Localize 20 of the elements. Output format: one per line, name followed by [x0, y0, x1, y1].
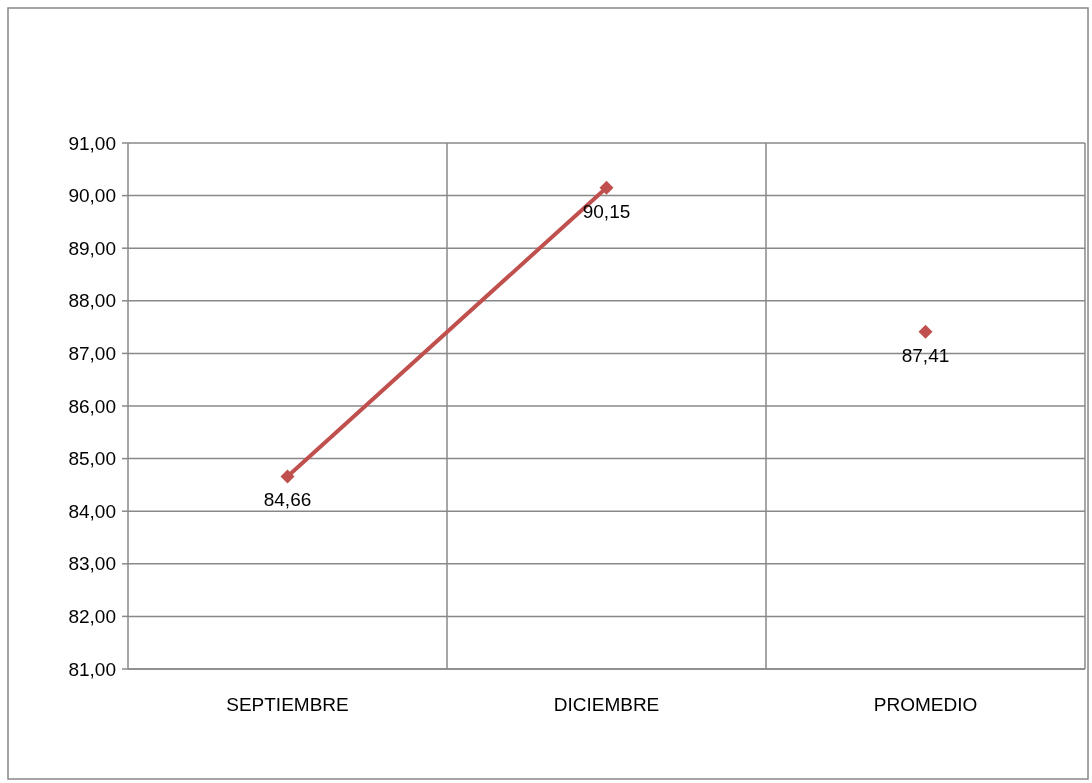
- y-tick-label: 91,00: [68, 132, 116, 154]
- y-tick-label: 83,00: [68, 553, 116, 575]
- y-tick-label: 87,00: [68, 343, 116, 365]
- y-tick-label: 90,00: [68, 185, 116, 207]
- x-tick-label: PROMEDIO: [873, 694, 978, 715]
- y-tick-label: 86,00: [68, 395, 116, 417]
- data-label: 84,66: [263, 489, 312, 511]
- y-tick-label: 88,00: [68, 290, 116, 312]
- y-tick-label: 85,00: [68, 448, 116, 470]
- point: [599, 180, 614, 195]
- x-tick-label: SEPTIEMBRE: [226, 694, 349, 715]
- y-tick-label: 82,00: [68, 606, 116, 628]
- y-tick-label: 81,00: [68, 658, 116, 680]
- point: [918, 324, 933, 339]
- y-tick-label: 89,00: [68, 237, 116, 259]
- data-label: 87,41: [901, 344, 950, 366]
- y-tick-label: 84,00: [68, 500, 116, 522]
- x-tick-label: DICIEMBRE: [553, 694, 660, 715]
- point: [280, 469, 295, 484]
- data-label: 90,15: [582, 200, 631, 222]
